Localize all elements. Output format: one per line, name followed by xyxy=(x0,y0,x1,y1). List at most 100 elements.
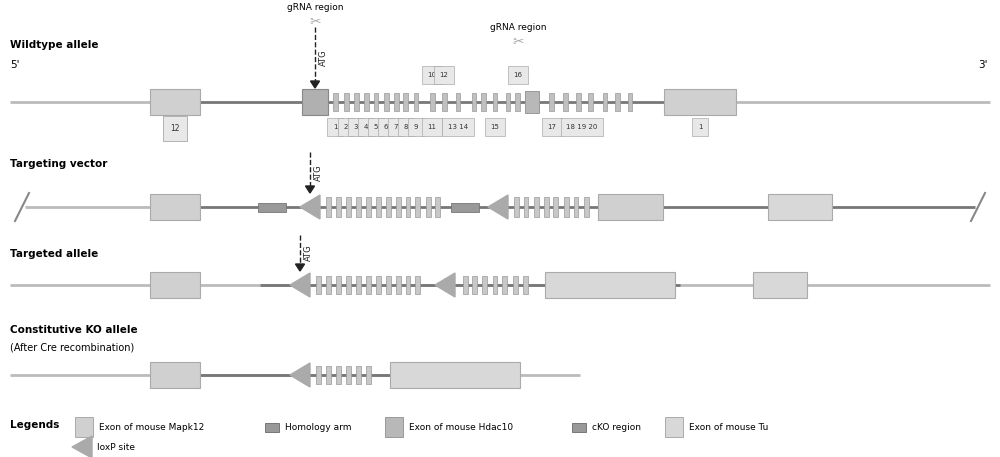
FancyBboxPatch shape xyxy=(258,202,286,212)
FancyBboxPatch shape xyxy=(481,93,486,111)
FancyBboxPatch shape xyxy=(326,276,330,294)
FancyBboxPatch shape xyxy=(366,276,370,294)
FancyBboxPatch shape xyxy=(346,197,351,217)
Text: 2: 2 xyxy=(344,124,348,130)
FancyBboxPatch shape xyxy=(150,194,200,220)
FancyBboxPatch shape xyxy=(403,93,408,111)
Text: Exon of mouse Tu: Exon of mouse Tu xyxy=(689,423,768,431)
Text: ATG: ATG xyxy=(304,244,313,261)
Text: cKO region: cKO region xyxy=(592,423,641,431)
FancyBboxPatch shape xyxy=(346,276,351,294)
Text: Targeted allele: Targeted allele xyxy=(10,249,98,259)
FancyBboxPatch shape xyxy=(502,276,507,294)
FancyBboxPatch shape xyxy=(524,197,528,217)
FancyBboxPatch shape xyxy=(376,276,380,294)
Polygon shape xyxy=(435,273,455,297)
FancyBboxPatch shape xyxy=(522,276,528,294)
FancyBboxPatch shape xyxy=(515,93,520,111)
FancyBboxPatch shape xyxy=(549,93,554,111)
Text: 7: 7 xyxy=(394,124,398,130)
FancyBboxPatch shape xyxy=(564,197,568,217)
FancyBboxPatch shape xyxy=(374,93,378,111)
Text: ✂: ✂ xyxy=(512,35,524,49)
Polygon shape xyxy=(488,195,508,219)
Text: 11: 11 xyxy=(428,124,436,130)
FancyBboxPatch shape xyxy=(390,362,520,388)
Text: Wildtype allele: Wildtype allele xyxy=(10,40,98,50)
FancyBboxPatch shape xyxy=(386,276,390,294)
FancyBboxPatch shape xyxy=(576,93,580,111)
Polygon shape xyxy=(290,273,310,297)
FancyBboxPatch shape xyxy=(435,197,440,217)
Text: 5: 5 xyxy=(374,124,378,130)
Text: 5': 5' xyxy=(10,60,20,70)
FancyBboxPatch shape xyxy=(406,276,410,294)
FancyBboxPatch shape xyxy=(150,89,200,115)
Text: Homology arm: Homology arm xyxy=(285,423,352,431)
FancyBboxPatch shape xyxy=(75,417,93,437)
FancyBboxPatch shape xyxy=(753,272,807,298)
FancyBboxPatch shape xyxy=(665,417,683,437)
FancyBboxPatch shape xyxy=(356,276,360,294)
Text: 13 14: 13 14 xyxy=(448,124,468,130)
FancyBboxPatch shape xyxy=(326,197,330,217)
Polygon shape xyxy=(300,195,320,219)
Text: (After Cre recombination): (After Cre recombination) xyxy=(10,342,134,352)
Text: gRNA region: gRNA region xyxy=(287,3,343,12)
Polygon shape xyxy=(310,81,320,88)
FancyBboxPatch shape xyxy=(346,366,351,384)
FancyBboxPatch shape xyxy=(512,276,518,294)
FancyBboxPatch shape xyxy=(545,272,675,298)
FancyBboxPatch shape xyxy=(426,197,430,217)
FancyBboxPatch shape xyxy=(150,272,200,298)
Text: 1: 1 xyxy=(698,124,702,130)
Text: 1: 1 xyxy=(333,124,337,130)
FancyBboxPatch shape xyxy=(602,93,607,111)
FancyBboxPatch shape xyxy=(356,197,360,217)
FancyBboxPatch shape xyxy=(386,197,390,217)
Polygon shape xyxy=(306,186,314,193)
FancyBboxPatch shape xyxy=(430,93,434,111)
Polygon shape xyxy=(72,436,92,457)
Text: ✂: ✂ xyxy=(309,15,321,29)
FancyBboxPatch shape xyxy=(584,197,588,217)
FancyBboxPatch shape xyxy=(768,194,832,220)
FancyBboxPatch shape xyxy=(354,93,358,111)
Text: 17: 17 xyxy=(548,124,556,130)
FancyBboxPatch shape xyxy=(544,197,548,217)
FancyBboxPatch shape xyxy=(514,197,518,217)
FancyBboxPatch shape xyxy=(482,276,487,294)
FancyBboxPatch shape xyxy=(150,362,200,388)
Text: 3': 3' xyxy=(979,60,988,70)
Text: 18 19 20: 18 19 20 xyxy=(566,124,598,130)
FancyBboxPatch shape xyxy=(336,366,340,384)
FancyBboxPatch shape xyxy=(316,276,320,294)
FancyBboxPatch shape xyxy=(492,93,497,111)
FancyBboxPatch shape xyxy=(385,417,403,437)
FancyBboxPatch shape xyxy=(534,197,538,217)
FancyBboxPatch shape xyxy=(574,197,578,217)
FancyBboxPatch shape xyxy=(366,197,370,217)
Text: 9: 9 xyxy=(414,124,418,130)
Text: Legends: Legends xyxy=(10,420,59,430)
FancyBboxPatch shape xyxy=(451,202,479,212)
FancyBboxPatch shape xyxy=(525,91,539,113)
FancyBboxPatch shape xyxy=(442,93,446,111)
FancyBboxPatch shape xyxy=(472,93,476,111)
FancyBboxPatch shape xyxy=(456,93,460,111)
FancyBboxPatch shape xyxy=(588,93,592,111)
Polygon shape xyxy=(290,363,310,387)
FancyBboxPatch shape xyxy=(336,276,340,294)
FancyBboxPatch shape xyxy=(506,93,510,111)
FancyBboxPatch shape xyxy=(615,93,620,111)
Text: Targeting vector: Targeting vector xyxy=(10,159,107,169)
Text: 4: 4 xyxy=(364,124,368,130)
FancyBboxPatch shape xyxy=(628,93,632,111)
Text: 6: 6 xyxy=(384,124,388,130)
FancyBboxPatch shape xyxy=(414,93,418,111)
Text: loxP site: loxP site xyxy=(97,442,135,452)
FancyBboxPatch shape xyxy=(396,276,400,294)
FancyBboxPatch shape xyxy=(553,197,558,217)
FancyBboxPatch shape xyxy=(462,276,468,294)
Text: 12: 12 xyxy=(170,124,180,133)
